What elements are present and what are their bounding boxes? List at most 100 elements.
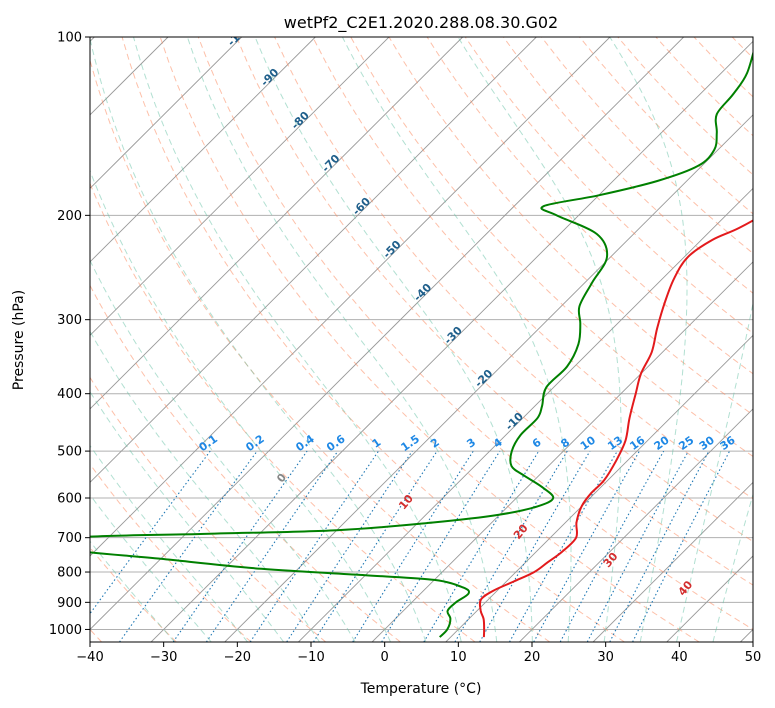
moist-adiabat-line	[90, 259, 356, 642]
moist-adiabat-line	[341, 37, 572, 642]
dry-adiabat-line	[236, 37, 753, 586]
mixing-ratio-line	[205, 450, 339, 642]
y-tick-label: 300	[57, 313, 82, 328]
y-tick-label: 200	[57, 209, 82, 224]
moist-adiabat-line	[676, 300, 753, 642]
isotherm-line	[90, 37, 537, 484]
dry-adiabat-line	[731, 37, 753, 59]
x-tick-label: 10	[450, 650, 467, 665]
dry-adiabat-line	[90, 284, 401, 642]
isotherm-line	[90, 37, 316, 263]
moist-adiabat-line	[90, 444, 248, 642]
moist-adiabat-label: 40	[676, 578, 696, 598]
dry-adiabat-label: -20	[472, 367, 495, 390]
dry-adiabat-line	[770, 37, 775, 642]
chart-title: wetPf2_C2E1.2020.288.08.30.G02	[284, 13, 558, 33]
moist-adiabat-label: 20	[511, 521, 531, 541]
dry-adiabat-line	[312, 37, 753, 500]
moist-adiabat-line	[254, 37, 533, 642]
dry-adiabat-line	[90, 463, 252, 642]
mixing-ratio-label: 30	[697, 433, 717, 453]
dry-adiabat-label: -80	[289, 109, 312, 132]
isotherm-line	[666, 555, 753, 642]
dry-adiabat-line	[693, 37, 753, 98]
dry-adiabat-line	[617, 37, 753, 176]
mixing-ratio-line	[249, 450, 379, 642]
plot-border	[89, 36, 754, 643]
y-tick-label: 400	[57, 387, 82, 402]
mixing-ratio-line	[559, 450, 665, 642]
moist-adiabat-line	[90, 169, 391, 642]
moist-adiabat-label: 30	[601, 550, 621, 570]
dry-adiabat-label: -90	[258, 66, 281, 89]
dry-adiabat-line	[274, 37, 753, 543]
mixing-ratio-line	[90, 450, 211, 615]
mixing-ratio-label: 3	[464, 436, 478, 451]
dry-adiabat-line	[90, 58, 551, 642]
dry-adiabat-line	[121, 37, 625, 642]
isotherm-line	[592, 481, 753, 642]
mixing-ratio-line	[119, 450, 258, 642]
mixing-ratio-label: 20	[652, 433, 672, 453]
isotherm-line	[90, 37, 611, 557]
mixing-ratio-label: 10	[578, 433, 598, 453]
x-tick-label: −30	[150, 650, 177, 665]
dry-adiabat-line	[502, 37, 753, 294]
mixing-ratio-line	[286, 450, 413, 642]
x-tick-label: −10	[297, 650, 324, 665]
x-axis-label: Temperature (°C)	[360, 681, 482, 697]
mixing-ratio-line	[454, 450, 568, 642]
isotherm-line	[90, 37, 685, 631]
y-tick-label: 100	[57, 31, 82, 46]
isotherm-line	[224, 114, 753, 642]
isotherm-line	[371, 261, 753, 642]
dry-adiabat-label: -70	[319, 152, 342, 175]
mixing-ratio-label: 36	[718, 433, 738, 453]
x-tick-label: 40	[671, 650, 688, 665]
moist-adiabat-line	[457, 37, 622, 642]
mixing-ratio-label: 8	[558, 436, 572, 451]
mixing-ratio-line	[632, 450, 731, 642]
moist-adiabat-line	[133, 37, 462, 642]
isotherm-line	[445, 334, 753, 642]
moist-adiabat-line	[90, 330, 320, 642]
dry-adiabat-line	[464, 37, 753, 334]
moist-adiabat-line	[186, 37, 498, 642]
y-axis-label: Pressure (hPa)	[11, 290, 27, 390]
isotherm-line	[90, 37, 390, 337]
mixing-ratio-line	[586, 450, 689, 642]
plot-frame	[89, 36, 754, 643]
isotherm-line	[150, 40, 753, 642]
dry-adiabat-label: -40	[411, 281, 434, 304]
moist-adiabat-line	[90, 494, 212, 642]
isotherm-line	[90, 37, 464, 410]
mixing-ratio-line	[313, 450, 438, 642]
dry-adiabat-line	[90, 376, 327, 642]
mixing-ratio-label: 25	[676, 434, 696, 453]
y-tick-label: 800	[57, 566, 82, 581]
mixing-ratio-line	[172, 450, 308, 642]
axis-ticks: −40 −30 −20 −10 0 10 20 30 40 50 100 200 300 400 500 60…	[49, 31, 761, 666]
moist-adiabat-line	[90, 540, 176, 642]
x-tick-label: 30	[597, 650, 614, 665]
mixing-ratio-line	[381, 450, 501, 642]
dry-adiabat-label: -10	[503, 410, 526, 433]
dewpoint-profile-line	[90, 49, 753, 638]
isotherm-line	[519, 408, 753, 642]
y-tick-label: 700	[57, 531, 82, 546]
mixing-ratio-label: 16	[627, 433, 647, 453]
x-tick-label: −20	[224, 650, 251, 665]
mixing-ratio-label: 6	[530, 436, 544, 451]
dry-adiabat-line	[655, 37, 753, 137]
y-tick-label: 900	[57, 596, 82, 611]
moist-adiabat-label: 10	[396, 492, 416, 512]
x-tick-label: 20	[524, 650, 541, 665]
temperature-profile-line	[478, 219, 753, 638]
mixing-ratio-line	[533, 450, 640, 642]
y-tick-label: 600	[57, 492, 82, 507]
x-tick-label: −40	[76, 650, 103, 665]
y-tick-label: 500	[57, 445, 82, 460]
moist-adiabat-line	[712, 492, 753, 642]
mixing-ratio-line	[352, 450, 474, 642]
